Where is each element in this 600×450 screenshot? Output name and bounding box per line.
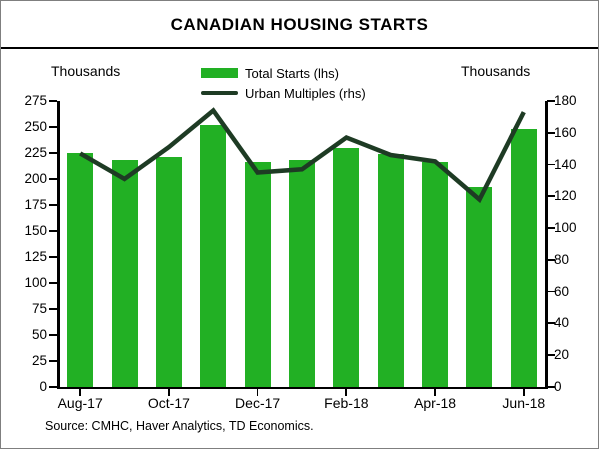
x-axis-tick-label: Dec-17	[235, 395, 281, 411]
x-axis-tick	[167, 389, 170, 396]
left-axis-tick-label: 50	[31, 327, 47, 342]
bar-nov-17	[200, 124, 227, 387]
x-axis-tick-label: Apr-18	[414, 395, 457, 411]
left-axis-tick-label: 150	[24, 223, 47, 238]
left-axis-tick	[49, 152, 57, 154]
bar-dec-17	[244, 162, 271, 387]
x-axis-tick	[256, 389, 259, 396]
bar-jun-18	[510, 129, 537, 387]
left-axis-tick	[49, 256, 57, 258]
right-axis-tick	[547, 258, 555, 261]
right-axis-tick	[547, 100, 555, 102]
bar-may-18	[466, 187, 493, 387]
left-axis-tick	[49, 204, 57, 206]
left-axis-tick-label: 275	[24, 93, 47, 108]
bar-feb-18	[333, 147, 360, 387]
right-axis-tick	[547, 227, 555, 229]
x-axis-tick-label: Jun-18	[502, 395, 546, 411]
legend-item-urban-multiples: Urban Multiples (rhs)	[201, 84, 366, 102]
left-axis-tick-label: 225	[24, 145, 47, 160]
left-axis-tick-label: 100	[24, 275, 47, 290]
x-axis-tick	[79, 389, 81, 396]
left-axis-tick	[49, 100, 57, 102]
line-series-swatch-icon	[201, 91, 238, 95]
right-axis-tick	[547, 386, 555, 388]
right-axis-tick-label: 60	[554, 283, 570, 299]
right-axis-tick-label: 120	[554, 188, 577, 204]
bar-mar-18	[377, 154, 404, 387]
right-axis-tick	[547, 163, 555, 166]
bar-oct-17	[155, 157, 182, 387]
legend: Total Starts (lhs) Urban Multiples (rhs)	[201, 64, 366, 104]
right-axis-tick-label: 0	[554, 379, 562, 394]
bar-sep-17	[111, 160, 138, 387]
right-y-axis-line	[545, 101, 548, 389]
left-axis-tick	[49, 126, 57, 128]
left-y-axis-line	[57, 101, 60, 389]
left-axis-tick-label: 125	[24, 249, 47, 264]
left-axis-tick	[49, 230, 57, 232]
right-axis-tick	[547, 290, 555, 293]
legend-label-total-starts: Total Starts (lhs)	[245, 65, 339, 81]
right-axis-tick	[547, 322, 555, 325]
left-axis-tick	[49, 334, 57, 336]
bar-aug-17	[67, 153, 94, 387]
legend-item-total-starts: Total Starts (lhs)	[201, 64, 366, 82]
left-axis-tick	[49, 282, 57, 284]
right-axis-unit-label: Thousands	[461, 63, 531, 79]
right-axis-tick-label: 140	[554, 156, 577, 172]
right-axis-tick-label: 80	[554, 251, 570, 267]
x-axis-tick	[345, 389, 348, 396]
legend-label-urban-multiples: Urban Multiples (rhs)	[245, 85, 366, 101]
left-axis-tick	[49, 386, 57, 388]
left-axis-tick-label: 75	[31, 301, 47, 316]
right-axis-tick-label: 20	[554, 347, 570, 363]
left-axis-tick	[49, 308, 57, 310]
right-axis-tick	[547, 195, 555, 198]
source-note: Source: CMHC, Haver Analytics, TD Econom…	[45, 419, 314, 433]
right-axis-tick	[547, 354, 555, 357]
left-axis-tick-label: 250	[24, 119, 47, 134]
left-axis-tick-label: 200	[24, 171, 47, 186]
bar-series-swatch-icon	[201, 68, 238, 78]
x-axis-tick-label: Oct-17	[147, 395, 190, 411]
left-axis-tick-label: 0	[39, 379, 47, 394]
right-axis-tick-label: 180	[554, 93, 577, 108]
bar-jan-18	[289, 160, 315, 387]
left-axis-tick-label: 175	[24, 197, 47, 212]
left-axis-tick	[49, 178, 57, 180]
x-axis-tick-label: Feb-18	[324, 395, 369, 411]
right-axis-tick	[547, 131, 555, 134]
title-divider	[1, 47, 598, 49]
x-axis-tick	[522, 389, 525, 396]
right-axis-tick-label: 160	[554, 124, 577, 140]
x-axis-tick-label: Aug-17	[57, 395, 103, 411]
x-axis-line	[57, 386, 547, 389]
chart-title: CANADIAN HOUSING STARTS	[170, 15, 429, 34]
left-axis-unit-label: Thousands	[51, 63, 121, 79]
left-axis-tick	[49, 360, 57, 362]
bar-apr-18	[422, 162, 449, 387]
right-axis-tick-label: 100	[554, 220, 577, 236]
left-axis-tick-label: 25	[31, 353, 47, 368]
x-axis-tick	[434, 389, 436, 396]
right-axis-tick-label: 40	[554, 315, 570, 331]
